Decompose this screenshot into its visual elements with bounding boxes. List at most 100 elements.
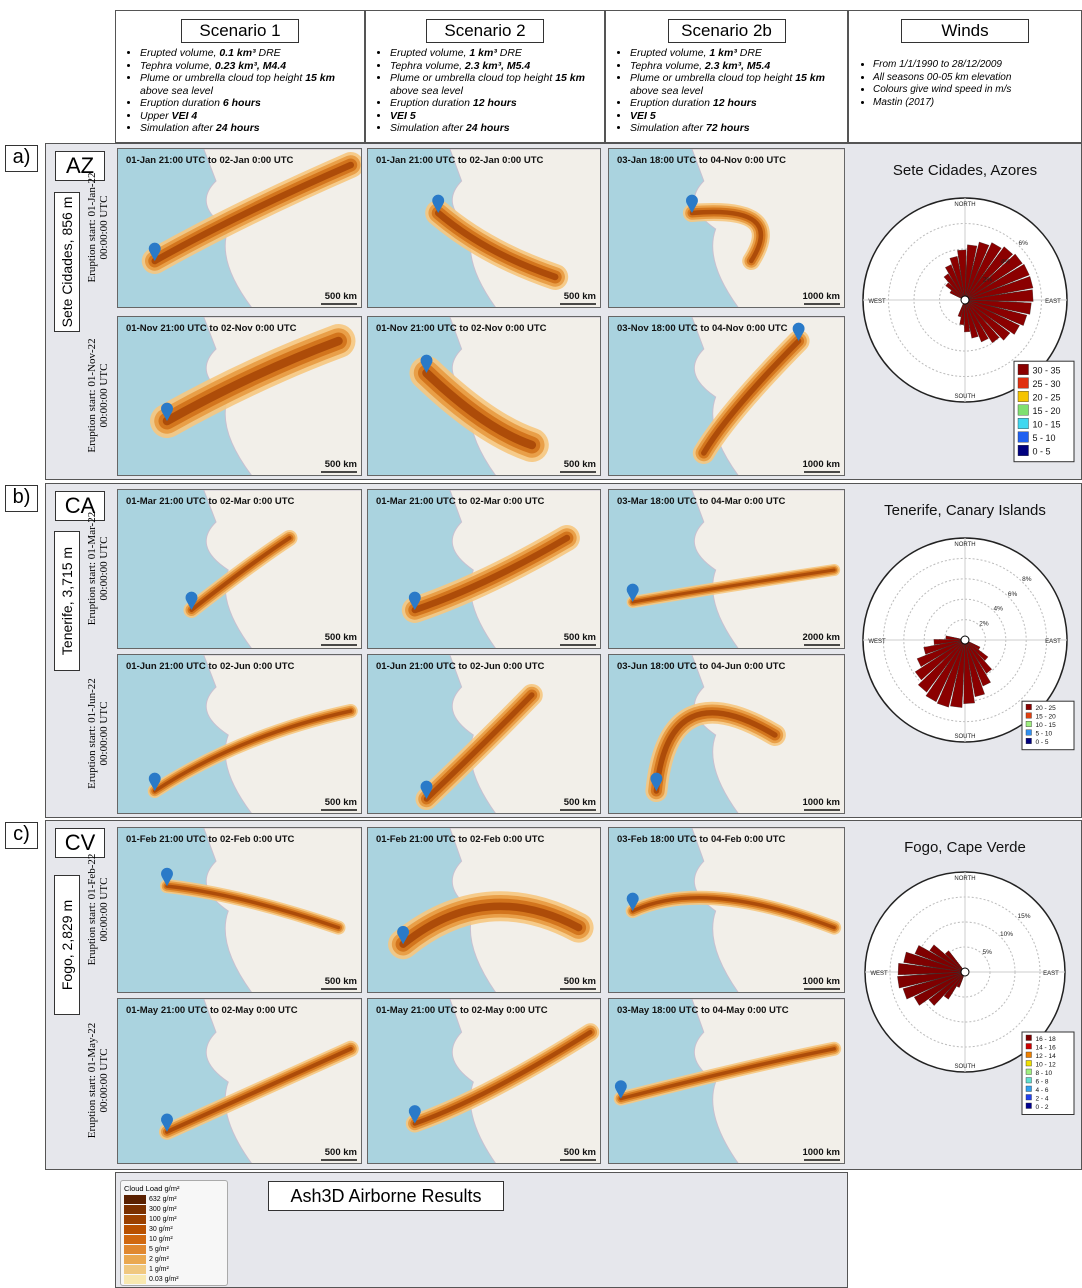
legend-swatch [1026,1095,1032,1101]
bullet-text: Tephra volume, [630,60,705,72]
map-scale: 500 km [325,459,357,470]
legend-label: 10 - 15 [1033,419,1061,429]
map-title: 01-Nov 21:00 UTC to 02-Nov 0:00 UTC [126,323,297,334]
bullet: Tephra volume, 2.3 km³, M5.4 [390,60,600,73]
bullet-text: DRE [737,47,762,59]
rose-title: Tenerife, Canary Islands [884,502,1046,519]
bullet-text: VEI 5 [630,110,656,122]
rose-direction: EAST [1043,971,1059,977]
bullet-text: Simulation after [140,122,216,134]
eruption-start: Eruption start: 01-May-2200:00:00 UTC [86,1008,110,1153]
bullet: Eruption duration 6 hours [140,97,360,110]
map-title: 01-Mar 21:00 UTC to 02-Mar 0:00 UTC [376,496,545,507]
bullet: Eruption duration 12 hours [390,97,600,110]
legend-label: 20 - 25 [1033,392,1061,402]
legend-label: 12 - 14 [1036,1053,1057,1060]
header-cell: Scenario 2bErupted volume, 1 km³ DRETeph… [605,10,848,143]
legend-label: 1 g/m² [149,1266,169,1273]
rose-direction: SOUTH [955,1064,976,1070]
bullet: Erupted volume, 1 km³ DRE [390,47,600,60]
map-scale: 1000 km [802,291,840,302]
legend-label: 30 - 35 [1033,365,1061,375]
map-title: 03-Feb 18:00 UTC to 04-Feb 0:00 UTC [617,834,786,845]
bullet-text: 24 hours [466,122,510,134]
map: 03-Feb 18:00 UTC to 04-Feb 0:00 UTC 1000 … [608,827,845,993]
map-scale: 500 km [325,976,357,987]
rose-direction: WEST [870,971,888,977]
bullet-text: 15 km [795,72,825,84]
bullet: Simulation after 72 hours [630,122,843,135]
legend-swatch [1026,738,1032,744]
eruption-start: Eruption start: 01-Mar-2200:00:00 UTC [86,496,110,641]
map-scale: 2000 km [802,632,840,643]
legend-label: 14 - 16 [1036,1044,1057,1051]
bullet-text: Erupted volume, [390,47,469,59]
map: 03-Mar 18:00 UTC to 04-Mar 0:00 UTC2000 … [608,489,845,649]
rose-ring-label: 2% [979,620,989,627]
legend-label: 15 - 20 [1033,406,1061,416]
header-title: Scenario 1 [181,19,299,43]
legend-swatch [1018,405,1029,416]
legend-swatch [124,1205,146,1214]
rose-direction: WEST [868,299,886,305]
header-title: Winds [901,19,1029,43]
bullet: Plume or umbrella cloud top height 15 km… [630,72,843,97]
map-scale: 1000 km [802,976,840,987]
map: 01-Jun 21:00 UTC to 02-Jun 0:00 UTC500 k… [367,654,601,814]
legend-swatch [124,1275,146,1284]
legend-label: 0 - 5 [1036,739,1049,746]
header-cell: Scenario 1Erupted volume, 0.1 km³ DRETep… [115,10,365,143]
legend-label: 5 - 10 [1036,731,1053,738]
rose-direction: NORTH [954,876,975,882]
rose-ring-label: 15% [1018,913,1031,920]
header-title: Scenario 2b [668,19,786,43]
legend-swatch [1018,445,1029,456]
map-scale: 500 km [325,291,357,302]
legend-swatch [124,1195,146,1204]
eruption-start-line: Eruption start: 01-Mar-22 [86,496,98,641]
bullet-text: DRE [497,47,522,59]
legend-label: 0 - 5 [1033,446,1051,456]
map: 03-May 18:00 UTC to 04-May 0:00 UTC1000 … [608,998,845,1164]
bullet-text: From 1/1/1990 to 28/12/2009 [873,59,1002,70]
eruption-start-line: Eruption start: 01-Feb-22 [86,837,98,982]
rose-direction: WEST [868,639,886,645]
legend-label: 25 - 30 [1033,379,1061,389]
legend-label: 20 - 25 [1036,705,1057,712]
eruption-start-line: Eruption start: 01-Jan-22 [86,155,98,300]
eruption-start-line: Eruption start: 01-Jun-22 [86,661,98,806]
eruption-start-line: 00:00:00 UTC [98,1008,110,1153]
map-title: 03-Jun 18:00 UTC to 04-Jun 0:00 UTC [617,661,786,672]
bullet-text: 2.3 km³, M5.4 [465,60,530,72]
bullet-text: VEI 4 [172,110,198,122]
map-title: 01-Jun 21:00 UTC to 02-Jun 0:00 UTC [376,661,545,672]
bullet-text: Plume or umbrella cloud top height [390,72,555,84]
rose-center [961,636,969,644]
eruption-start-line: 00:00:00 UTC [98,323,110,468]
map: 01-Nov 21:00 UTC to 02-Nov 0:00 UTC 500 k… [117,316,362,476]
legend-label: 8 - 10 [1036,1070,1053,1077]
volcano-name: Tenerife, 3,715 m [54,531,80,671]
legend-swatch [1018,378,1029,389]
map-title: 01-Jan 21:00 UTC to 02-Jan 0:00 UTC [126,155,294,166]
map: 03-Nov 18:00 UTC to 04-Nov 0:00 UTC1000 … [608,316,845,476]
map-scale: 500 km [564,459,596,470]
map-scale: 500 km [325,632,357,643]
legend-swatch [1018,418,1029,429]
rose-ring-label: 4% [1001,258,1011,265]
bullet-text: 2.3 km³, M5.4 [705,60,770,72]
legend-swatch [1026,1069,1032,1075]
map: 01-Nov 21:00 UTC to 02-Nov 0:00 UTC500 k… [367,316,601,476]
cloud-legend-row: 632 g/m² [124,1194,224,1204]
header-cell: WindsFrom 1/1/1990 to 28/12/2009All seas… [848,10,1082,143]
rose-ring-label: 2% [983,277,993,284]
legend-swatch [1026,721,1032,727]
bullet: Simulation after 24 hours [140,122,360,135]
legend-swatch [1026,730,1032,736]
bullet-text: Simulation after [390,122,466,134]
bullet-text: Mastin (2017) [873,97,934,108]
legend-label: 10 - 15 [1036,722,1057,729]
bullet-text: 0.23 km³, M4.4 [215,60,286,72]
map-scale: 500 km [325,797,357,808]
legend-label: 5 - 10 [1033,433,1056,443]
